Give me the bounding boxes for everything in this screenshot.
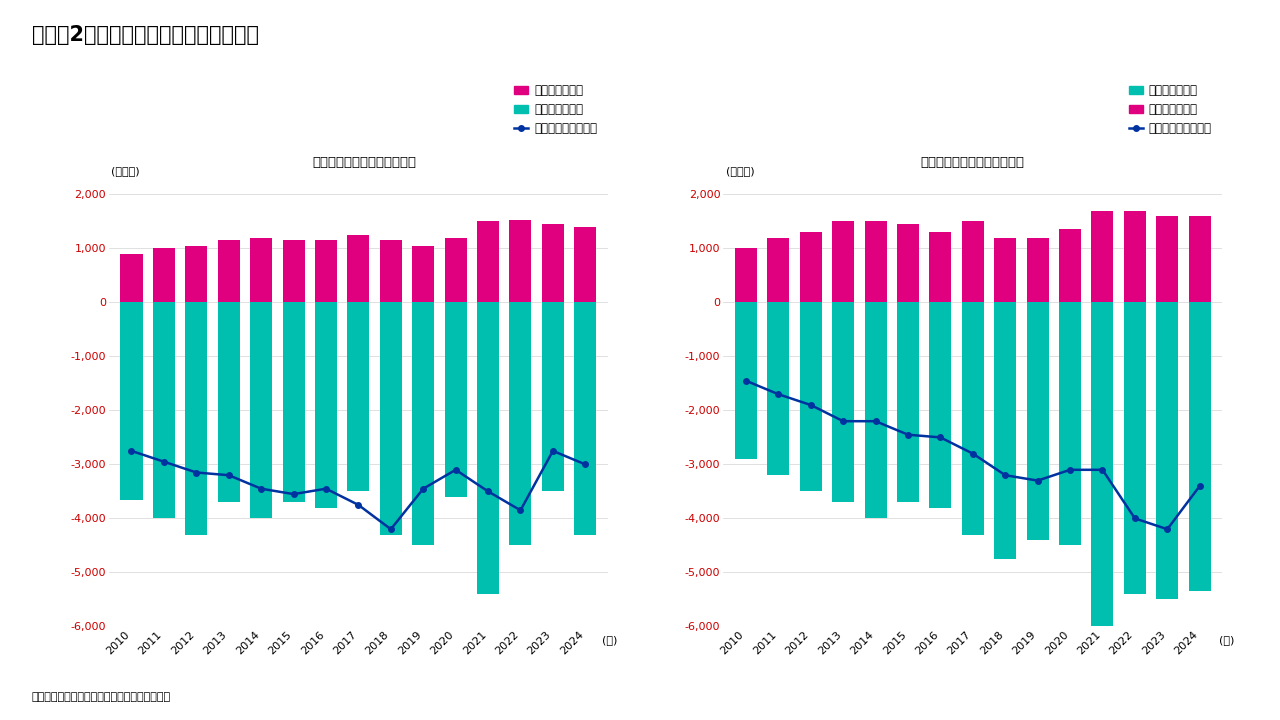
Bar	[575, 227, 596, 302]
Bar	[995, 302, 1016, 559]
Bar	[897, 302, 919, 503]
Text: （出所）ブルームバーグよりインベスコが作成: （出所）ブルームバーグよりインベスコが作成	[32, 692, 172, 702]
Bar	[1092, 210, 1114, 302]
Bar	[767, 302, 790, 475]
Bar	[575, 302, 596, 534]
Bar	[1059, 230, 1082, 302]
Text: －中国側統計に基づく計数－: －中国側統計に基づく計数－	[920, 156, 1025, 169]
Legend: 中国からの輸入, 中国向けの輸出, 米国の対中貳易収支: 中国からの輸入, 中国向けの輸出, 米国の対中貳易収支	[1124, 79, 1216, 140]
Bar	[477, 302, 499, 594]
Bar	[186, 246, 207, 302]
Bar	[995, 238, 1016, 302]
Bar	[250, 302, 273, 518]
Bar	[444, 238, 467, 302]
Bar	[864, 302, 887, 518]
Bar	[541, 302, 564, 491]
Bar	[152, 302, 175, 518]
Bar	[1092, 302, 1114, 634]
Bar	[283, 302, 305, 503]
Bar	[864, 222, 887, 302]
Bar	[1156, 302, 1179, 599]
Bar	[800, 302, 822, 491]
Text: （図表2）　米国の対中貿易収支の推移: （図表2） 米国の対中貿易収支の推移	[32, 25, 259, 45]
Bar	[1189, 302, 1211, 591]
Text: (億ドル): (億ドル)	[726, 166, 754, 176]
Bar	[347, 302, 370, 491]
Bar	[120, 253, 142, 302]
Bar	[897, 224, 919, 302]
Bar	[1027, 238, 1048, 302]
Bar	[735, 302, 756, 459]
Bar	[1059, 302, 1082, 546]
Bar	[380, 240, 402, 302]
Bar	[347, 235, 370, 302]
Bar	[1156, 216, 1179, 302]
Bar	[961, 222, 984, 302]
Bar	[832, 302, 854, 503]
Bar	[541, 224, 564, 302]
Bar	[218, 302, 239, 503]
Bar	[929, 232, 951, 302]
Bar	[832, 222, 854, 302]
Bar	[283, 240, 305, 302]
Bar	[315, 240, 337, 302]
Bar	[120, 302, 142, 500]
Bar	[961, 302, 984, 534]
Bar	[1124, 302, 1146, 594]
Bar	[380, 302, 402, 534]
Bar	[250, 238, 273, 302]
Text: (年): (年)	[1219, 635, 1234, 645]
Bar	[767, 238, 790, 302]
Bar	[218, 240, 239, 302]
Bar	[929, 302, 951, 508]
Legend: 中国向けの輸出, 中国からの輸入, 米国の対中貳易収支: 中国向けの輸出, 中国からの輸入, 米国の対中貳易収支	[509, 79, 602, 140]
Text: (年): (年)	[602, 635, 617, 645]
Bar	[1124, 210, 1146, 302]
Text: (億ドル): (億ドル)	[111, 166, 140, 176]
Bar	[509, 302, 531, 546]
Bar	[1027, 302, 1048, 540]
Bar	[1189, 216, 1211, 302]
Text: －米国側統計に基づく計数－: －米国側統計に基づく計数－	[312, 156, 417, 169]
Bar	[735, 248, 756, 302]
Bar	[509, 220, 531, 302]
Bar	[152, 248, 175, 302]
Bar	[186, 302, 207, 534]
Bar	[444, 302, 467, 497]
Bar	[477, 222, 499, 302]
Bar	[315, 302, 337, 508]
Bar	[412, 302, 434, 546]
Bar	[412, 246, 434, 302]
Bar	[800, 232, 822, 302]
